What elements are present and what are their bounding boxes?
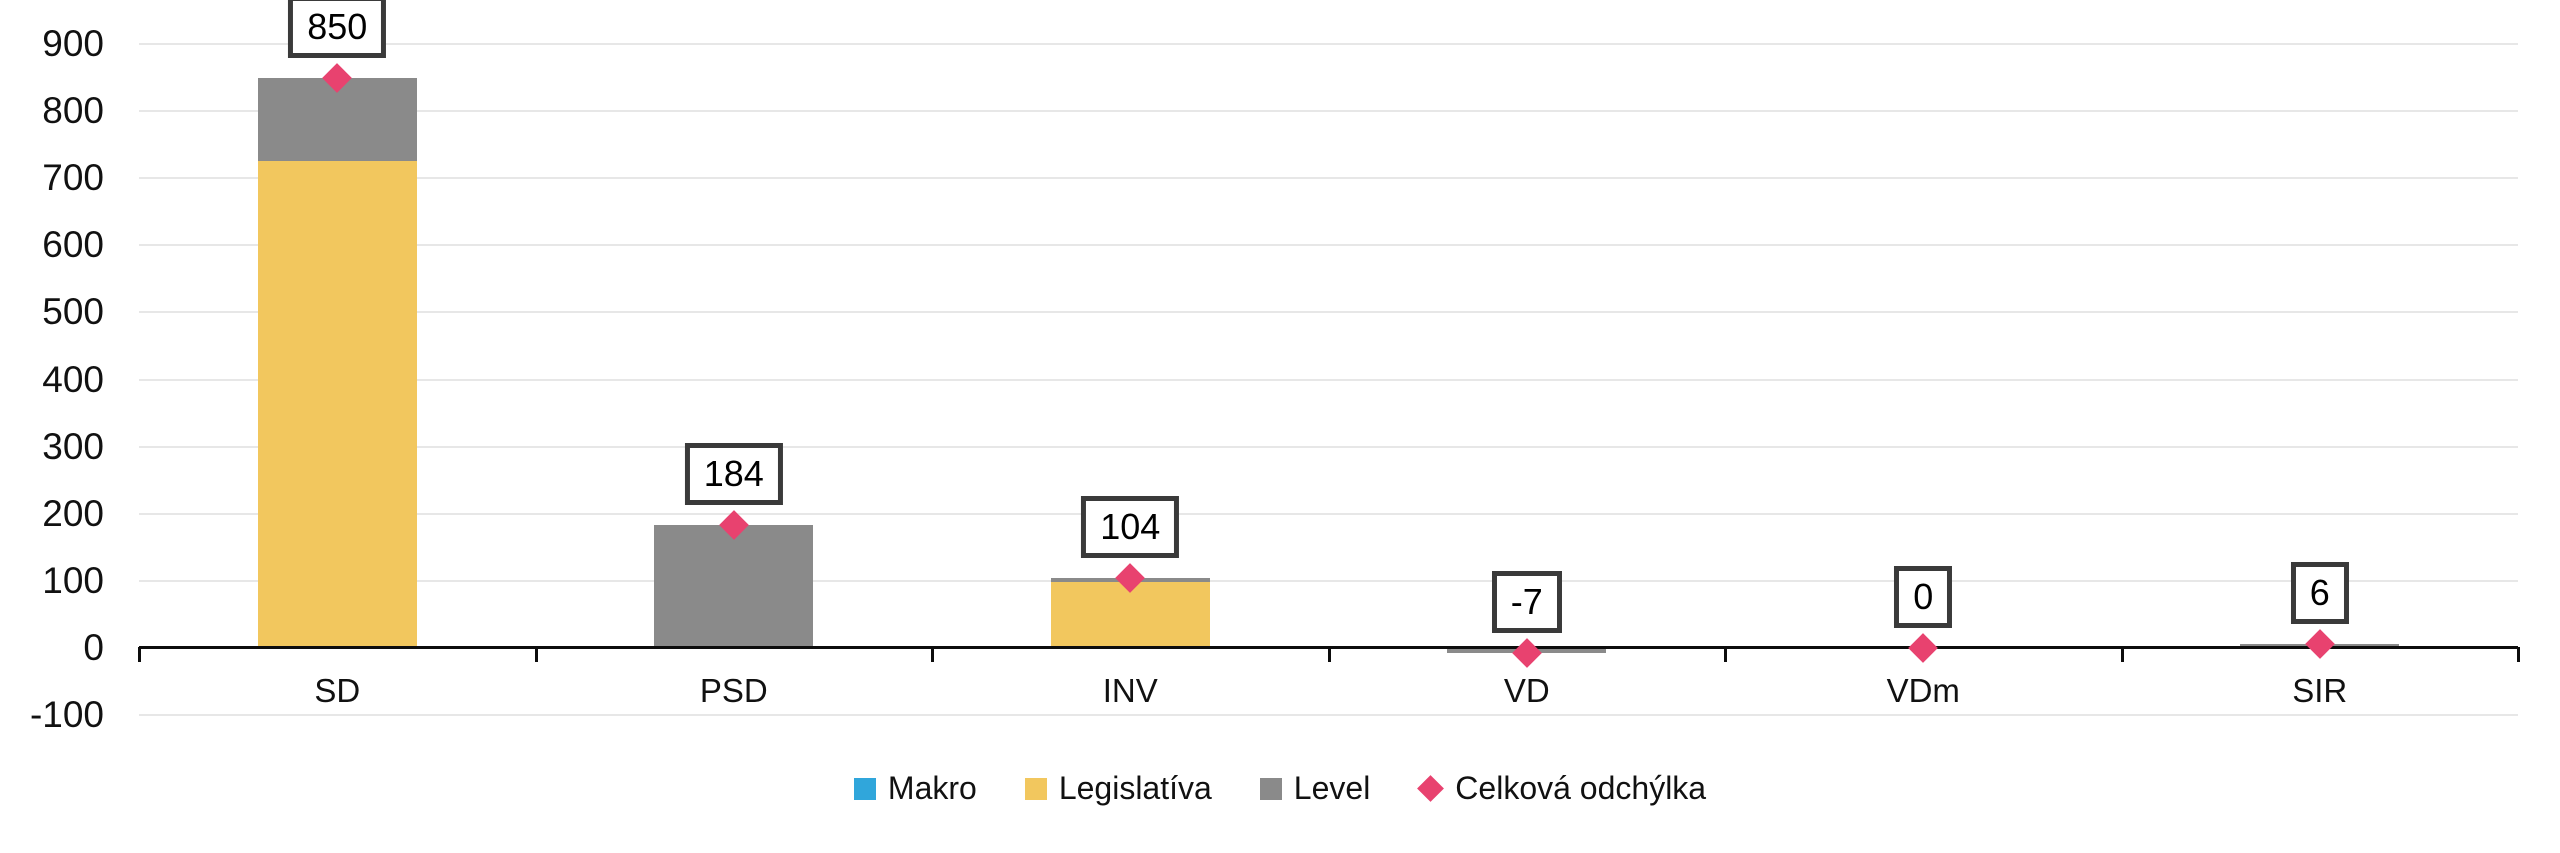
data-label-psd: 184 [684,442,783,505]
gridline-200 [139,512,2518,515]
legend: Makro Legislatíva Level Celková odchýlka [0,770,2560,807]
gridline-900 [139,43,2518,45]
y-tick-label: 700 [42,157,104,199]
y-tick-label: 200 [42,492,104,534]
total-deviation-marker-vdm [1908,633,1939,663]
y-tick-label: -100 [29,694,104,736]
gridline-300 [139,445,2518,448]
data-label-inv: 104 [1081,496,1180,559]
category-label-psd: PSD [699,672,768,709]
category-label-sir: SIR [2292,672,2348,709]
legend-item-makro: Makro [853,770,977,807]
gridline-700 [139,177,2518,180]
total-deviation-marker-vd [1511,637,1542,668]
gridline-100 [139,579,2518,582]
legend-square-icon [1259,777,1282,800]
category-label-sd: SD [314,672,361,709]
x-axis-tick [2120,647,2124,662]
x-axis-tick [1724,647,1727,662]
legend-label: Legislatíva [1058,770,1212,806]
y-tick-label: 100 [42,559,104,601]
x-axis-tick [1327,647,1331,662]
y-tick-label: 800 [42,90,104,132]
legend-label: Level [1293,770,1371,806]
category-label-vdm: VDm [1886,672,1960,709]
legend-item-celkov-odch-lka: Celková odchýlka [1417,770,1707,807]
legend-square-icon [853,777,876,800]
gridline-400 [139,378,2518,381]
category-label-inv: INV [1102,672,1158,709]
gridline-600 [139,244,2518,247]
legend-item-level: Level [1259,770,1371,807]
bar-segment-legislatíva-INV [1050,582,1210,648]
y-tick-label: 500 [42,291,104,333]
data-label-sir: 6 [2290,561,2349,624]
data-label-vdm: 0 [1894,566,1953,628]
legend-item-legislat-va: Legislatíva [1024,770,1212,807]
data-label-vd: -7 [1491,570,1562,633]
x-axis-tick [931,647,934,662]
gridline--100 [139,714,2518,717]
bar-segment-legislatíva-SD [257,161,417,648]
x-axis-tick [138,647,141,662]
y-tick-label: 400 [42,358,104,400]
total-deviation-marker-sir [2304,629,2335,659]
gridline-800 [139,110,2518,113]
legend-label: Celková odchýlka [1455,770,1707,806]
x-axis-tick [534,647,538,662]
gridline-500 [139,311,2518,314]
y-tick-label: 900 [42,23,104,64]
legend-diamond-icon [1417,775,1445,802]
x-axis-tick [2517,647,2520,662]
category-label-vd: VD [1503,672,1550,709]
y-tick-label: 300 [42,425,104,467]
data-label-sd: 850 [288,0,387,58]
bar-segment-level-PSD [654,524,814,648]
legend-label: Makro [887,770,977,806]
y-tick-label: 600 [42,224,104,266]
y-tick-label: 0 [83,627,104,668]
legend-square-icon [1024,777,1047,800]
